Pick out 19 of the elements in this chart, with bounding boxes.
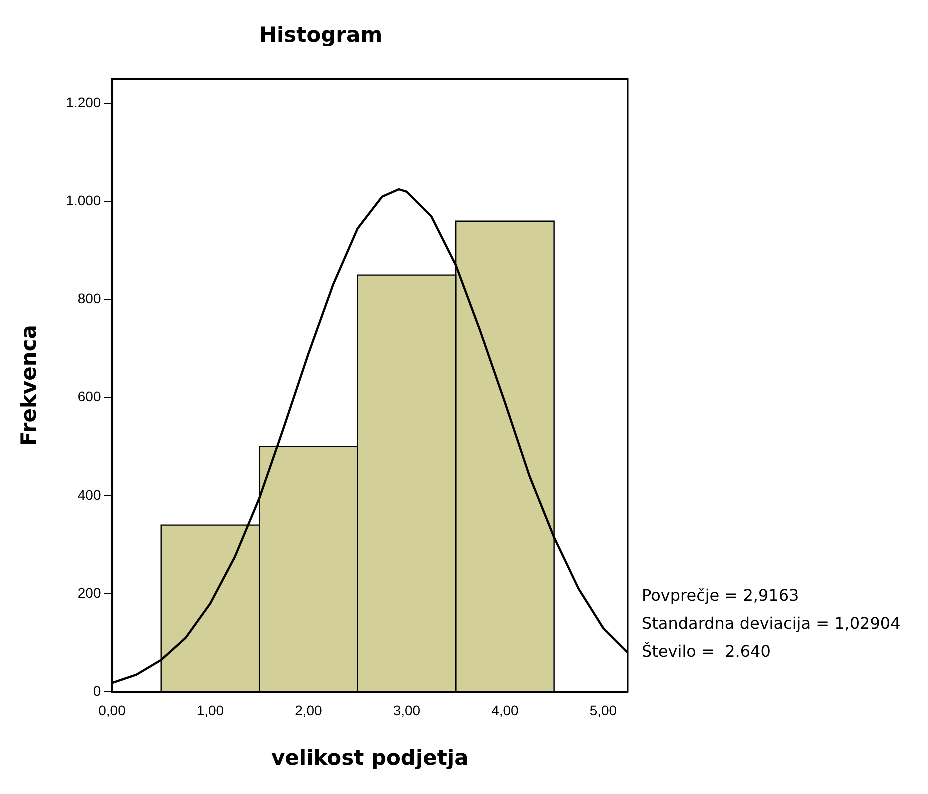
y-tick-label: 1.200 [66,94,102,111]
x-tick-label: 0,00 [98,702,126,718]
y-tick-label: 0 [93,682,102,699]
text: Povprečje = 2,9163 [642,586,800,606]
y-tick-label: 1.000 [66,192,102,209]
y-tick-label: 200 [78,584,102,601]
x-tick-label: 4,00 [492,702,520,718]
y-tick-label: 600 [78,388,102,405]
chart-title: Histogram [259,23,383,48]
y-tick-label: 800 [78,290,102,307]
y-tick-label: 400 [78,486,102,503]
x-tick-label: 5,00 [590,702,618,718]
text: Število = 2.640 [642,642,771,662]
x-tick-label: 3,00 [393,702,421,718]
x-tick-label: 2,00 [295,702,323,718]
y-axis-title: Frekvenca [17,325,42,446]
text: Standardna deviacija = 1,02904 [642,614,901,634]
x-axis-title: velikost podjetja [271,746,469,770]
x-tick-label: 1,00 [196,702,224,718]
